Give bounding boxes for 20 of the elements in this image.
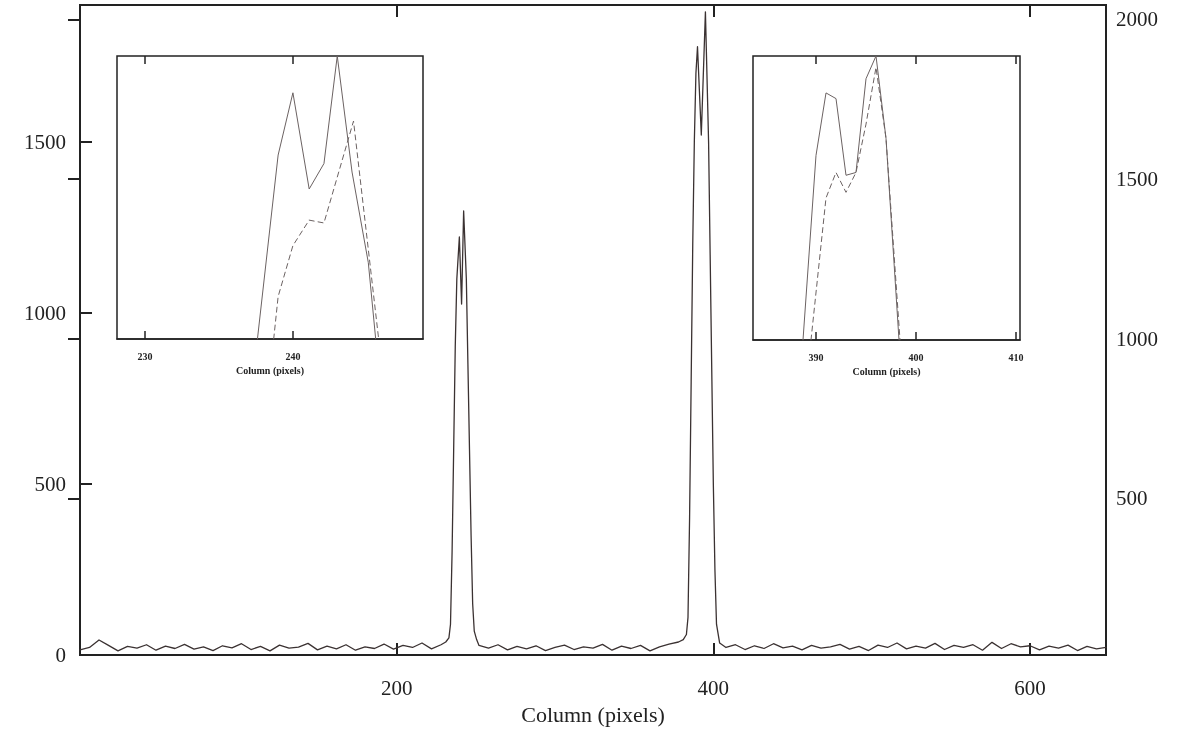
- line-series: [79, 11, 1107, 652]
- y-tick-label: 500: [34, 471, 66, 496]
- x-tick-label: 200: [380, 675, 413, 700]
- x-tick-label: 600: [1014, 675, 1046, 700]
- y-tick-label: 0: [55, 643, 66, 667]
- y2-tick-label: 1000: [1116, 326, 1158, 351]
- x-axis-title: Column (pixels): [521, 701, 665, 727]
- x-tick-label: 410: [1008, 351, 1024, 363]
- y2-tick-label: 2000: [1116, 7, 1158, 32]
- y2-tick-label: 1500: [1116, 167, 1158, 192]
- y-tick-label: 1000: [24, 300, 66, 325]
- x-tick-label: 400: [697, 675, 730, 700]
- y2-tick-label: 500: [1116, 486, 1148, 511]
- y-tick-label: 1500: [24, 129, 66, 154]
- x-tick-label: 240: [285, 350, 301, 362]
- x-tick-label: 390: [808, 351, 824, 363]
- x-axis-title: Column (pixels): [852, 366, 921, 379]
- x-tick-label: 400: [908, 351, 924, 363]
- x-axis-title: Column (pixels): [235, 365, 305, 378]
- x-tick-label: 230: [137, 350, 153, 362]
